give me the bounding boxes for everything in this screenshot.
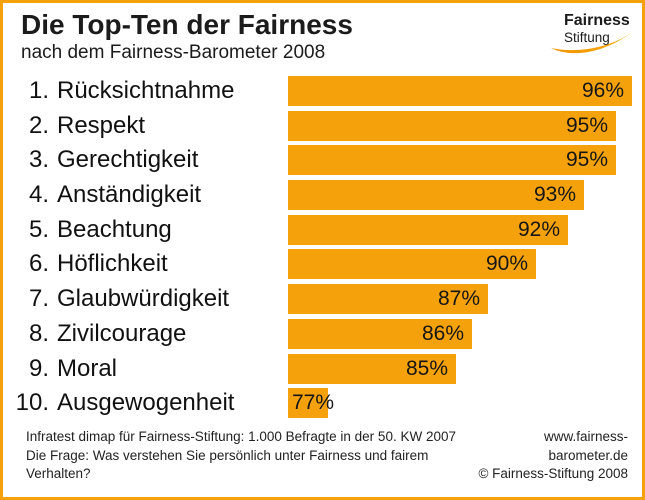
bar-value-label: 92% — [517, 217, 560, 241]
chart-row: 10. Ausgewogenheit 77% — [3, 388, 642, 419]
swoosh-icon — [551, 31, 634, 54]
row-label-group: 9. Moral — [3, 355, 288, 383]
row-label-group: 7. Glaubwürdigkeit — [3, 285, 288, 313]
row-label-group: 4. Anständigkeit — [3, 181, 288, 209]
footer-source-line: Infratest dimap für Fairness-Stiftung: 1… — [26, 429, 456, 445]
fairness-stiftung-logo: Fairness Stiftung — [538, 12, 634, 67]
row-category-label: Moral — [57, 354, 118, 382]
chart-rows: 1. Rücksichtnahme 96% 2. Respekt 95% 3. … — [3, 76, 642, 419]
chart-row: 8. Zivilcourage 86% — [3, 318, 642, 349]
chart-row: 9. Moral 85% — [3, 353, 642, 384]
row-category-label: Rücksichtnahme — [57, 77, 235, 104]
header: Die Top-Ten der Fairness nach dem Fairne… — [21, 9, 353, 64]
chart-row: 3. Gerechtigkeit 95% — [3, 145, 642, 176]
row-category-label: Gerechtigkeit — [57, 146, 199, 174]
chart-row: 1. Rücksichtnahme 96% — [3, 76, 642, 106]
row-label-group: 3. Gerechtigkeit — [3, 146, 288, 174]
row-label-group: 5. Beachtung — [3, 216, 288, 244]
bar-value-label: 93% — [533, 183, 576, 207]
footer-right: www.fairness-barometer.de © Fairness-Sti… — [473, 428, 628, 484]
row-category-label: Respekt — [57, 111, 146, 139]
row-category-label: Beachtung — [57, 215, 172, 243]
row-rank: 10. — [15, 389, 49, 417]
bar-value-label: 87% — [437, 287, 480, 311]
chart-row: 6. Höflichkeit 90% — [3, 249, 642, 280]
page-subtitle: nach dem Fairness-Barometer 2008 — [21, 42, 326, 64]
bar-value-label: 96% — [581, 79, 624, 102]
row-rank: 8. — [28, 319, 49, 347]
row-rank: 3. — [28, 146, 49, 174]
row-category-label: Höflichkeit — [57, 250, 168, 278]
footer-question-line: Die Frage: Was verstehen Sie persönlich … — [26, 447, 429, 482]
bar-chart: 1. Rücksichtnahme 96% 2. Respekt 95% 3. … — [3, 76, 642, 419]
bar: 95% — [288, 110, 616, 141]
logo-wordmark-fairness: Fairness — [564, 12, 630, 29]
row-category-label: Ausgewogenheit — [57, 389, 235, 417]
row-rank: 1. — [28, 77, 49, 104]
chart-row: 5. Beachtung 92% — [3, 214, 642, 245]
bar-value-label: 95% — [565, 148, 608, 172]
row-category-label: Zivilcourage — [57, 319, 187, 347]
bar: 93% — [288, 180, 584, 211]
row-rank: 7. — [28, 285, 49, 313]
row-label-group: 2. Respekt — [3, 112, 288, 140]
footer-left: Infratest dimap für Fairness-Stiftung: 1… — [26, 428, 473, 484]
bar: 86% — [288, 318, 472, 349]
bar: 90% — [288, 249, 536, 280]
bar: 87% — [288, 284, 488, 315]
row-category-label: Anständigkeit — [57, 181, 202, 209]
row-rank: 6. — [28, 250, 49, 278]
row-category-label: Glaubwürdigkeit — [57, 285, 230, 313]
bar: 95% — [288, 145, 616, 176]
row-label-group: 10. Ausgewogenheit — [3, 389, 288, 417]
footer-url: www.fairness-barometer.de — [543, 429, 628, 463]
row-label-group: 1. Rücksichtnahme — [3, 77, 288, 105]
bar: 85% — [288, 353, 456, 384]
chart-row: 4. Anständigkeit 93% — [3, 180, 642, 211]
bar-value-label: 85% — [405, 356, 448, 380]
logo-wordmark-stiftung: Stiftung — [564, 29, 610, 45]
row-label-group: 8. Zivilcourage — [3, 320, 288, 348]
bar-value-label: 90% — [485, 252, 528, 276]
row-rank: 2. — [28, 111, 49, 139]
chart-row: 7. Glaubwürdigkeit 87% — [3, 284, 642, 315]
row-label-group: 6. Höflichkeit — [3, 250, 288, 278]
bar-value-label: 95% — [565, 113, 608, 137]
bar: 96% — [288, 76, 632, 106]
row-rank: 4. — [28, 181, 49, 209]
bar: 77% — [288, 388, 334, 419]
bar-value-label: 86% — [421, 321, 464, 345]
chart-row: 2. Respekt 95% — [3, 110, 642, 141]
bar-value-label: 77% — [292, 391, 335, 415]
footer: Infratest dimap für Fairness-Stiftung: 1… — [26, 428, 628, 484]
footer-copyright: © Fairness-Stiftung 2008 — [478, 466, 628, 482]
page-title: Die Top-Ten der Fairness — [21, 9, 353, 40]
row-rank: 9. — [28, 354, 49, 382]
row-rank: 5. — [28, 215, 49, 243]
bar: 92% — [288, 214, 568, 245]
